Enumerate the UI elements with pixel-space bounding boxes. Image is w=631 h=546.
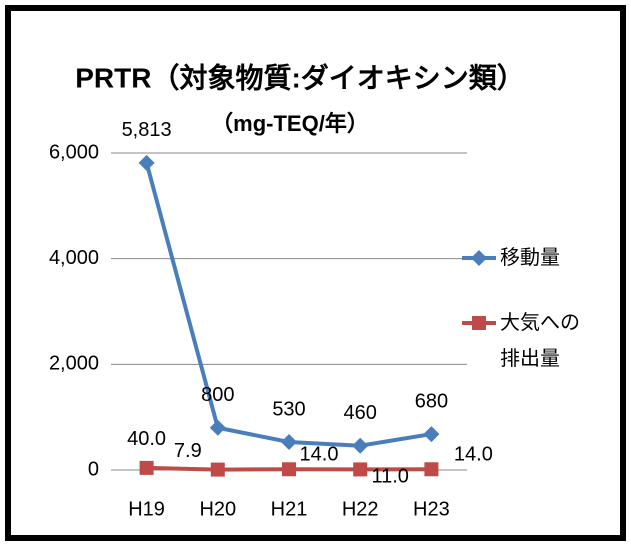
x-tick-label: H19: [128, 498, 165, 520]
marker: [424, 462, 439, 477]
data-label: 530: [272, 398, 305, 420]
marker: [138, 154, 155, 171]
data-label: 11.0: [371, 466, 408, 488]
data-label: 460: [344, 402, 377, 424]
marker: [282, 462, 296, 477]
legend-label: 大気への排出量: [500, 312, 580, 370]
x-tick-label: H22: [342, 498, 379, 520]
marker: [352, 437, 369, 454]
chart-title: PRTR（対象物質:ダイオキシン類）: [75, 61, 525, 93]
y-tick-label: 4,000: [49, 247, 99, 269]
marker: [353, 462, 368, 477]
marker: [209, 419, 226, 436]
x-tick-label: H21: [271, 498, 308, 520]
data-label: 800: [201, 384, 234, 406]
data-label: 5,813: [122, 119, 172, 141]
data-label: 40.0: [127, 428, 166, 450]
data-label: 680: [415, 390, 448, 412]
y-tick-label: 6,000: [49, 141, 99, 163]
x-tick-label: H23: [413, 498, 450, 520]
marker: [210, 462, 225, 477]
marker: [281, 433, 297, 450]
legend-label: 移動量: [500, 247, 560, 269]
data-label: 14.0: [300, 444, 339, 466]
x-tick-label: H20: [199, 498, 236, 520]
chart-subtitle: （mg-TEQ/年）: [211, 111, 369, 136]
chart-frame: [5, 5, 626, 541]
legend-marker: [472, 316, 486, 330]
marker: [423, 426, 440, 443]
y-tick-label: 2,000: [49, 353, 99, 375]
legend-marker: [471, 250, 487, 266]
y-tick-label: 0: [88, 458, 99, 480]
data-label: 7.9: [174, 440, 202, 462]
marker: [139, 460, 154, 475]
data-label: 14.0: [454, 444, 493, 466]
